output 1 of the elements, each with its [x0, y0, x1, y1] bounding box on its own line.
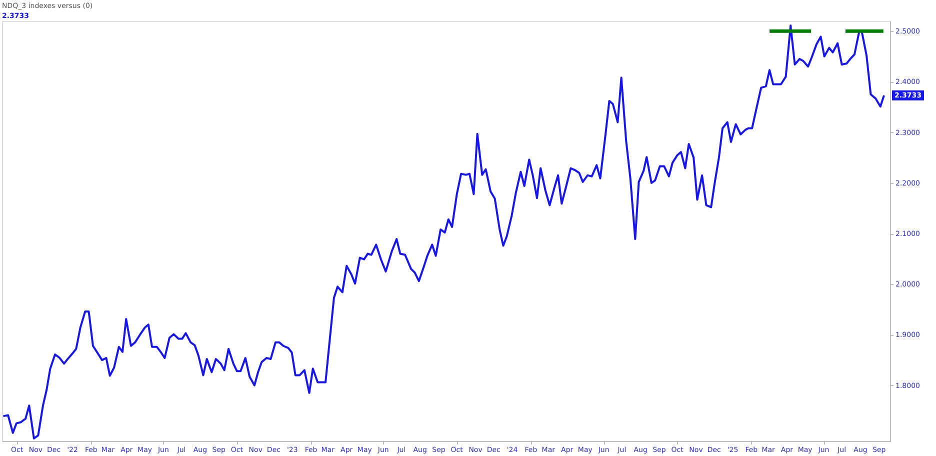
line-series [2, 24, 885, 440]
